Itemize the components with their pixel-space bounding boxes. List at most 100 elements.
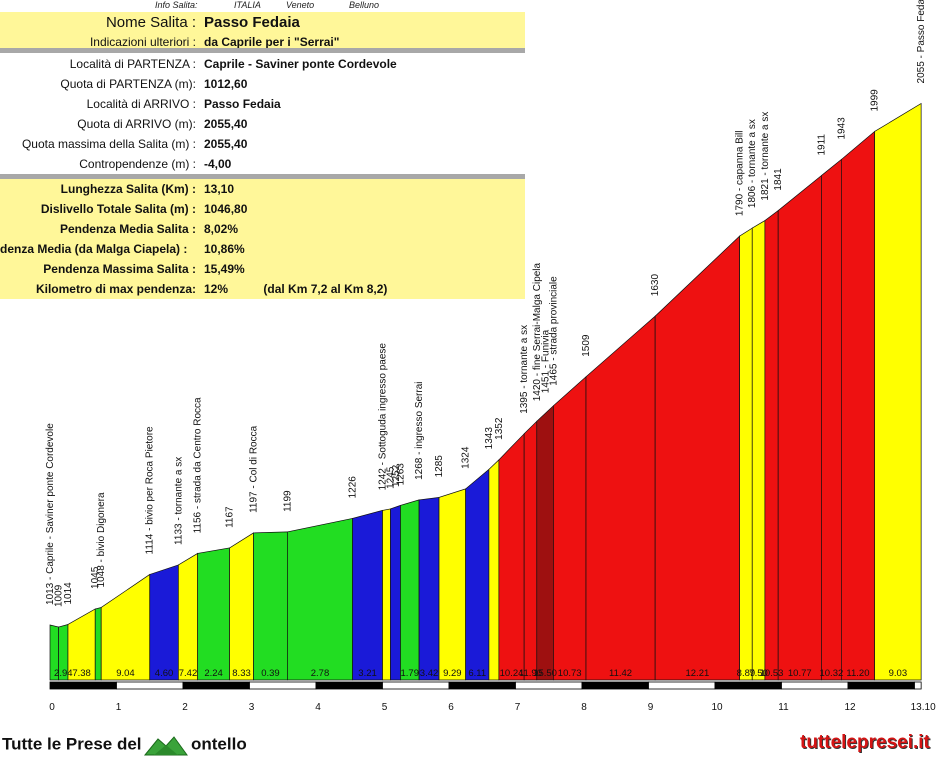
- grade-label: 1.79: [401, 668, 420, 679]
- arrivo-label: Località di ARRIVO :: [86, 97, 196, 111]
- pend-media-ciapela-value: 10,86%: [204, 242, 245, 256]
- arrivo-value: Passo Fedaia: [204, 97, 281, 111]
- grade-label: 6.11: [468, 668, 486, 679]
- elevation-label: 1014: [63, 582, 74, 605]
- dislivello-label: Dislivello Totale Salita (m) :: [40, 202, 196, 216]
- grade-label: 4.60: [155, 668, 174, 679]
- elevation-label: 1790 - capanna Bill: [735, 130, 746, 216]
- elevation-label: 1451 - Funivia: [540, 329, 551, 393]
- profile-segment: [287, 517, 353, 681]
- contropendenze-value: -4,00: [204, 157, 232, 171]
- km-scale-bar-segment: [581, 681, 649, 690]
- elevation-label: 1911: [816, 134, 827, 156]
- dislivello-value: 1046,80: [204, 202, 248, 216]
- km-scale-bar-segment: [249, 681, 317, 690]
- km-tick-label: 7: [515, 702, 521, 713]
- km-tick-label: 0: [49, 702, 55, 713]
- mountain-logo-icon: [144, 736, 189, 756]
- km-scale-bar-segment: [781, 681, 849, 690]
- km-scale-bar-segment: [448, 681, 516, 690]
- elevation-label: 1197 - Col di Rocca: [248, 425, 259, 513]
- profile-segment: [739, 227, 753, 681]
- grade-label: 3.21: [358, 668, 377, 679]
- indicazioni-label: Indicazioni ulteriori :: [89, 34, 196, 49]
- separator: [0, 174, 525, 179]
- elevation-label: 1509: [581, 334, 592, 357]
- profile-segment: [874, 102, 922, 681]
- km-tick-label: 12: [844, 702, 856, 713]
- km-max-label: Kilometro di max pendenza:: [35, 282, 196, 296]
- grade-label: 10.73: [558, 668, 582, 679]
- profile-segment: [654, 235, 740, 681]
- km-max-note: (dal Km 7,2 al Km 8,2): [263, 282, 388, 296]
- profile-segment: [523, 420, 538, 681]
- indicazioni-value: da Caprile per i "Serrai": [204, 34, 340, 49]
- footer-brand-text-2: ontello: [190, 734, 247, 754]
- profile-segments: [49, 102, 922, 681]
- km-axis: 0 1 2 3 4 5 6 7 8 9 10 11 12 13.10: [49, 681, 936, 713]
- footer-brand: Tutte le Prese del ontello: [2, 734, 247, 756]
- elevation-label: 1013 - Caprile - Saviner ponte Cordevole: [45, 423, 56, 605]
- grade-label: 7.38: [72, 668, 91, 679]
- elevation-label: 1133 - tornante a sx: [173, 457, 184, 545]
- grade-label: 7.50: [749, 668, 768, 679]
- grade-label: 2.78: [311, 668, 330, 679]
- profile-segment: [94, 607, 102, 681]
- km-scale-bar-segment: [648, 681, 716, 690]
- elevation-label: 1285: [434, 455, 445, 478]
- elevation-label: 2055 - Passo Fedaia: [916, 0, 927, 83]
- grade-labels: 2.94 7.38 9.04 4.60 7.42 2.24 8.33 0.39 2.78 3.21…: [54, 668, 907, 679]
- elevation-label: 1245: [385, 466, 396, 489]
- profile-segment: [197, 547, 230, 681]
- row-partenza: Località di PARTENZA : Caprile - Saviner…: [0, 54, 525, 74]
- quota-max-label: Quota massima della Salita (m) :: [21, 137, 196, 151]
- lunghezza-label: Lunghezza Salita (Km) :: [60, 182, 196, 196]
- row-contropendenze: Contropendenze (m) : -4,00: [0, 154, 525, 174]
- row-indicazioni: Indicazioni ulteriori : da Caprile per i…: [0, 33, 525, 50]
- row-arrivo: Località di ARRIVO : Passo Fedaia: [0, 94, 525, 114]
- km-tick-label: 13.10: [911, 702, 936, 713]
- row-quota-arrivo: Quota di ARRIVO (m): 2055,40: [0, 114, 525, 134]
- profile-segment: [465, 468, 490, 681]
- elevation-label: 1242 - Sottoguda ingresso paese: [378, 343, 389, 491]
- km-tick-label: 9: [648, 702, 654, 713]
- grade-label: 9.04: [116, 668, 135, 679]
- grade-label: 3.42: [420, 668, 439, 679]
- profile-segment: [438, 488, 466, 681]
- info-header-label: Info Salita:: [155, 0, 198, 10]
- elevation-label: 1226: [348, 476, 359, 499]
- info-header: Info Salita: ITALIA Veneto Belluno: [130, 0, 530, 12]
- footer-brand-text-1: Tutte le Prese del: [2, 734, 142, 754]
- elevation-label: 1630: [650, 274, 661, 297]
- profile-segment: [177, 552, 198, 681]
- km-tick-label: 4: [315, 702, 321, 713]
- profile-segment: [229, 532, 254, 681]
- grade-label: 10.53: [760, 668, 784, 679]
- footer-site-link[interactable]: tuttelepresei.it: [800, 732, 930, 753]
- row-nome: Nome Salita : Passo Fedaia: [0, 12, 525, 33]
- km-scale-bar-segment: [49, 681, 117, 690]
- km-scale-bar-segment: [714, 681, 782, 690]
- elevation-label: 1263: [395, 463, 406, 486]
- elevation-label: 1943: [836, 117, 847, 140]
- pend-media-label: Pendenza Media Salita :: [59, 222, 196, 236]
- grade-label: 9.29: [443, 668, 462, 679]
- grade-label: 10.24: [500, 668, 524, 679]
- profile-segment: [764, 209, 779, 681]
- info-header-region: Veneto: [286, 0, 315, 10]
- profile-segment: [585, 315, 656, 681]
- km-scale-bar-segment: [914, 681, 922, 690]
- elevation-label: 1045: [90, 566, 101, 589]
- km-tick-label: 2: [182, 702, 188, 713]
- row-quota-max: Quota massima della Salita (m) : 2055,40: [0, 134, 525, 154]
- grade-label: 8.89: [737, 668, 756, 679]
- km-scale-bar-segment: [847, 681, 915, 690]
- profile-segment: [751, 219, 766, 681]
- nome-label: Nome Salita :: [105, 14, 196, 31]
- km-tick-label: 11: [778, 702, 789, 713]
- km-tick-label: 8: [581, 702, 587, 713]
- profile-segment: [553, 375, 587, 681]
- profile-segment: [777, 174, 822, 681]
- quota-partenza-value: 1012,60: [204, 77, 248, 91]
- altimetry-profile-chart: 2.94 7.38 9.04 4.60 7.42 2.24 8.33 0.39 2.78 3.21…: [45, 0, 936, 713]
